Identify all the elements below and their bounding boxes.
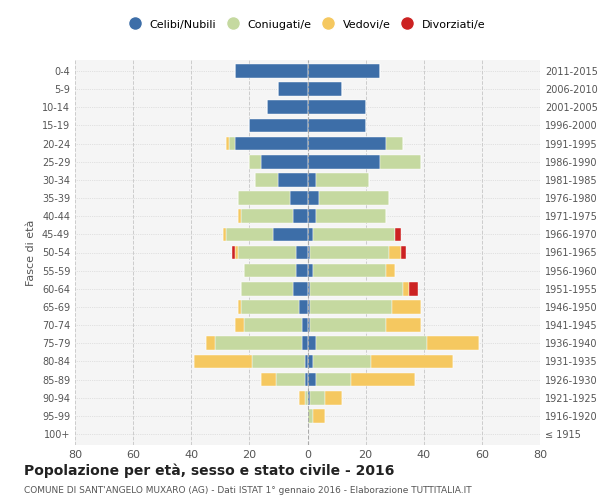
Bar <box>305 354 308 368</box>
Bar <box>235 246 238 260</box>
Bar <box>371 354 453 368</box>
Bar <box>395 228 401 241</box>
Bar <box>238 191 290 205</box>
Text: COMUNE DI SANT'ANGELO MUXARO (AG) - Dati ISTAT 1° gennaio 2016 - Elaborazione TU: COMUNE DI SANT'ANGELO MUXARO (AG) - Dati… <box>24 486 472 495</box>
Bar <box>308 246 310 260</box>
Bar <box>226 228 272 241</box>
Bar <box>313 228 395 241</box>
Bar <box>310 318 386 332</box>
Bar <box>250 118 308 132</box>
Bar <box>313 264 386 278</box>
Bar <box>296 264 308 278</box>
Bar <box>235 64 308 78</box>
Bar <box>226 136 229 150</box>
Bar <box>232 246 235 260</box>
Bar <box>308 318 310 332</box>
Legend: Celibi/Nubili, Coniugati/e, Vedovi/e, Divorziati/e: Celibi/Nubili, Coniugati/e, Vedovi/e, Di… <box>127 16 488 33</box>
Bar <box>206 336 215 350</box>
Bar <box>235 318 244 332</box>
Bar <box>308 173 316 186</box>
Bar <box>325 391 343 404</box>
Bar <box>308 136 386 150</box>
Bar <box>305 391 308 404</box>
Bar <box>255 173 278 186</box>
Bar <box>308 354 313 368</box>
Bar <box>194 354 252 368</box>
Bar <box>299 391 305 404</box>
Bar <box>305 373 308 386</box>
Bar <box>293 210 308 223</box>
Bar <box>308 155 380 168</box>
Bar <box>238 300 241 314</box>
Bar <box>319 191 389 205</box>
Bar <box>241 210 293 223</box>
Bar <box>308 100 365 114</box>
Bar <box>313 354 371 368</box>
Bar <box>235 136 308 150</box>
Bar <box>409 282 418 296</box>
Bar <box>308 300 310 314</box>
Bar <box>302 318 308 332</box>
Bar <box>238 210 241 223</box>
Bar <box>308 391 310 404</box>
Bar <box>229 136 235 150</box>
Bar <box>296 246 308 260</box>
Bar <box>278 173 308 186</box>
Bar <box>244 318 302 332</box>
Bar <box>290 191 308 205</box>
Bar <box>238 246 296 260</box>
Bar <box>310 300 392 314</box>
Bar <box>308 210 316 223</box>
Bar <box>392 300 421 314</box>
Bar <box>401 246 406 260</box>
Bar <box>308 282 310 296</box>
Bar <box>302 336 308 350</box>
Bar <box>308 336 316 350</box>
Bar <box>308 409 313 423</box>
Bar <box>380 155 421 168</box>
Bar <box>250 155 261 168</box>
Bar <box>267 100 308 114</box>
Bar <box>223 228 226 241</box>
Y-axis label: Fasce di età: Fasce di età <box>26 220 36 286</box>
Bar <box>308 373 316 386</box>
Bar <box>252 354 305 368</box>
Bar <box>316 173 368 186</box>
Bar <box>386 136 403 150</box>
Bar <box>316 336 427 350</box>
Text: Popolazione per età, sesso e stato civile - 2016: Popolazione per età, sesso e stato civil… <box>24 463 394 477</box>
Bar <box>278 82 308 96</box>
Bar <box>299 300 308 314</box>
Bar <box>241 300 299 314</box>
Bar <box>272 228 308 241</box>
Bar <box>308 64 380 78</box>
Bar <box>215 336 302 350</box>
Bar <box>308 228 313 241</box>
Bar <box>241 282 293 296</box>
Bar <box>403 282 409 296</box>
Bar <box>308 264 313 278</box>
Bar <box>316 210 386 223</box>
Bar <box>308 82 343 96</box>
Bar <box>316 373 351 386</box>
Bar <box>310 246 389 260</box>
Bar <box>351 373 415 386</box>
Bar <box>310 391 325 404</box>
Bar <box>275 373 305 386</box>
Bar <box>308 118 365 132</box>
Bar <box>427 336 479 350</box>
Bar <box>389 246 401 260</box>
Bar <box>261 155 308 168</box>
Bar <box>261 373 275 386</box>
Bar <box>308 191 319 205</box>
Bar <box>293 282 308 296</box>
Bar <box>244 264 296 278</box>
Bar <box>386 318 421 332</box>
Bar <box>313 409 325 423</box>
Bar <box>310 282 403 296</box>
Bar <box>386 264 395 278</box>
